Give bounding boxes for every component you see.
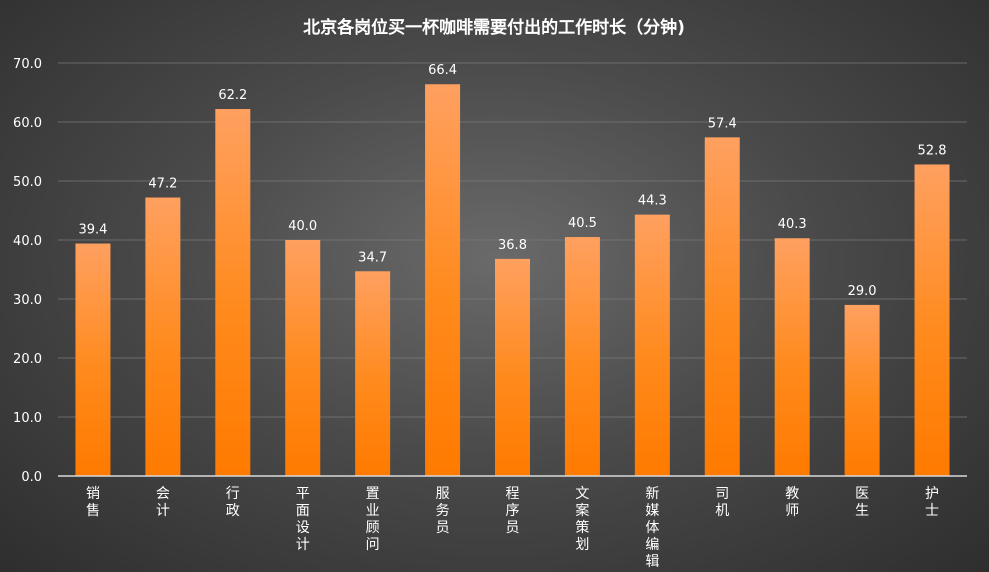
- bar: [774, 238, 810, 476]
- x-tick-label: 程序员: [506, 486, 520, 536]
- data-label: 39.4: [78, 223, 107, 238]
- data-label: 57.4: [708, 116, 737, 131]
- data-labels: 39.4 47.2 62.2 40.0 34.7 66.4 36.8 40.5 44.3 57.4…: [78, 63, 946, 299]
- data-label: 52.8: [918, 143, 947, 158]
- x-tick-label: 销售: [86, 486, 100, 519]
- data-label: 40.5: [568, 216, 597, 231]
- y-tick-label: 30.0: [13, 293, 42, 308]
- data-label: 66.4: [428, 63, 457, 78]
- data-label: 36.8: [498, 238, 527, 253]
- bar: [75, 243, 111, 476]
- bar: [914, 164, 950, 477]
- y-tick-label: 20.0: [13, 352, 42, 367]
- bars: [75, 84, 950, 477]
- data-label: 29.0: [848, 284, 877, 299]
- y-tick-label: 10.0: [13, 411, 42, 426]
- y-tick-label: 40.0: [13, 234, 42, 249]
- x-tick-label: 新媒体编辑: [645, 486, 659, 570]
- y-tick-label: 50.0: [13, 175, 42, 190]
- bar: [564, 237, 600, 476]
- bar: [285, 240, 321, 476]
- x-axis-categories: 销售 会计 行政 平面设计 置业顾问 服务员 程序员 文案策划 新媒体编辑 司机 教师 医生 护士: [86, 486, 939, 570]
- x-tick-label: 司机: [715, 486, 729, 519]
- bar: [355, 271, 391, 476]
- x-tick-label: 行政: [226, 486, 240, 519]
- bar: [145, 197, 181, 476]
- data-label: 62.2: [218, 88, 247, 103]
- bar: [495, 258, 530, 476]
- bar: [425, 84, 461, 477]
- bar: [704, 137, 740, 476]
- y-tick-label: 0.0: [21, 470, 42, 485]
- data-label: 44.3: [638, 194, 667, 209]
- bar: [215, 109, 251, 477]
- x-tick-label: 护士: [925, 486, 939, 519]
- x-tick-label: 文案策划: [575, 486, 589, 553]
- y-tick-label: 60.0: [13, 116, 42, 131]
- y-tick-label: 70.0: [13, 57, 42, 72]
- bar: [844, 304, 880, 476]
- x-tick-label: 会计: [156, 486, 170, 519]
- x-tick-label: 平面设计: [296, 486, 310, 553]
- x-tick-label: 置业顾问: [366, 486, 380, 553]
- bar: [634, 214, 670, 476]
- data-label: 40.3: [778, 217, 807, 232]
- y-axis-ticks: 0.0 10.0 20.0 30.0 40.0 50.0 60.0 70.0: [13, 57, 42, 485]
- x-tick-label: 教师: [785, 486, 799, 519]
- x-tick-label: 服务员: [436, 486, 450, 536]
- data-label: 40.0: [288, 219, 317, 234]
- data-label: 47.2: [148, 177, 177, 192]
- x-tick-label: 医生: [855, 486, 869, 519]
- data-label: 34.7: [358, 250, 387, 265]
- chart-title: 北京各岗位买一杯咖啡需要付出的工作时长（分钟): [303, 17, 685, 38]
